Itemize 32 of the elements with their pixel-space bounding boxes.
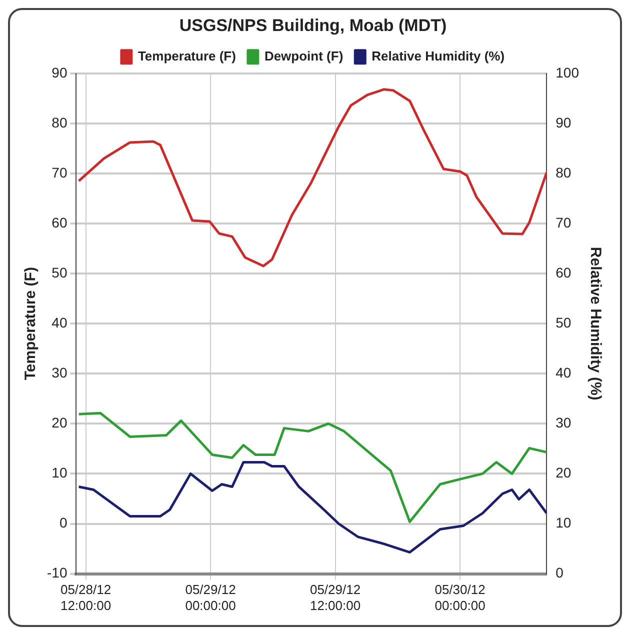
y2-tick-label: 70 <box>556 214 572 230</box>
y2-tick-label: 40 <box>556 364 572 380</box>
y2-tick-label: 60 <box>556 264 572 280</box>
y-tick-label: 20 <box>52 414 68 431</box>
x-tick-label: 05/29/12 00:00:00 <box>185 582 236 613</box>
y-tick-label: 50 <box>52 264 68 280</box>
chart-title: USGS/NPS Building, Moab (MDT) <box>179 16 447 35</box>
y-tick-label: 0 <box>59 514 68 531</box>
legend-label: Relative Humidity (%) <box>372 48 505 64</box>
y-tick-label: 40 <box>52 314 68 330</box>
y-axis-title: Temperature (F) <box>22 267 40 380</box>
y2-tick-label: 30 <box>556 414 572 431</box>
y-tick-label: 90 <box>52 64 68 80</box>
x-tick-label: 05/30/12 00:00:00 <box>434 582 486 613</box>
y2-tick-label: 100 <box>556 64 580 80</box>
y-tick-label: 80 <box>52 114 68 130</box>
y2-axis-title: Relative Humidity (%) <box>586 246 604 400</box>
y2-tick-label: 10 <box>556 514 572 531</box>
y2-tick-label: 90 <box>556 114 572 130</box>
y2-tick-label: 80 <box>556 164 572 180</box>
y2-tick-label: 20 <box>556 464 572 481</box>
legend-label: Dewpoint (F) <box>264 48 344 64</box>
y-tick-label: -10 <box>47 564 68 581</box>
y2-tick-label: 0 <box>556 564 564 581</box>
y-tick-label: 30 <box>52 364 68 380</box>
y-tick-label: 70 <box>52 164 68 180</box>
y-tick-label: 60 <box>52 214 68 230</box>
legend-label: Temperature (F) <box>138 48 236 64</box>
x-tick-label: 05/29/12 12:00:00 <box>310 582 361 613</box>
y-tick-label: 10 <box>52 464 68 481</box>
x-tick-label: 05/28/12 12:00:00 <box>60 582 112 613</box>
y2-tick-label: 50 <box>556 314 572 330</box>
